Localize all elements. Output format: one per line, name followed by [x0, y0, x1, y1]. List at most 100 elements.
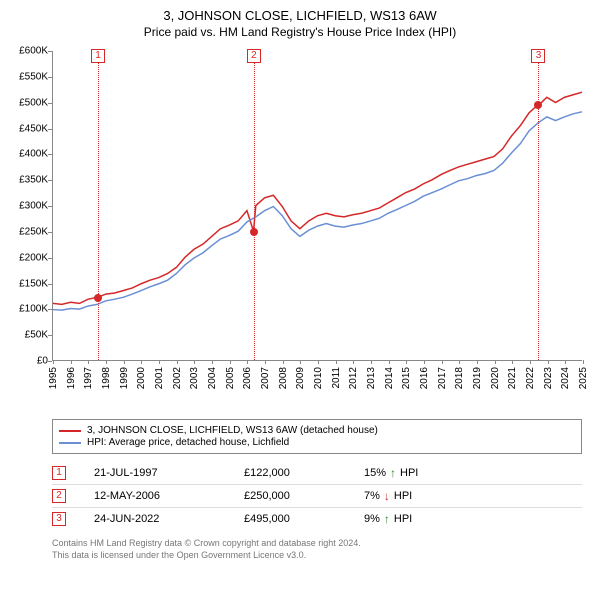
legend-row: HPI: Average price, detached house, Lich…	[59, 437, 575, 448]
line-series-svg	[53, 51, 582, 360]
legend-box: 3, JOHNSON CLOSE, LICHFIELD, WS13 6AW (d…	[52, 419, 582, 454]
event-row: 324-JUN-2022£495,0009%↑HPI	[52, 508, 582, 530]
x-tick	[583, 360, 584, 364]
y-axis-label: £600K	[10, 46, 48, 57]
x-tick	[88, 360, 89, 364]
event-price: £250,000	[244, 490, 364, 502]
x-tick	[194, 360, 195, 364]
footnote: Contains HM Land Registry data © Crown c…	[52, 538, 590, 561]
y-tick	[48, 258, 52, 259]
event-badge: 2	[52, 489, 66, 503]
x-tick	[424, 360, 425, 364]
event-point	[534, 101, 542, 109]
y-tick	[48, 51, 52, 52]
y-tick	[48, 77, 52, 78]
event-point	[94, 294, 102, 302]
footnote-line: Contains HM Land Registry data © Crown c…	[52, 538, 590, 550]
event-row: 2 12-MAY-2006£250,0007% ↓ HPI	[52, 485, 582, 508]
event-diff: 7% ↓ HPI	[364, 489, 504, 503]
event-price: £495,000	[244, 513, 364, 525]
arrow-up-icon: ↑	[384, 512, 390, 526]
x-tick	[230, 360, 231, 364]
event-line	[538, 51, 539, 360]
y-tick	[48, 284, 52, 285]
x-tick	[389, 360, 390, 364]
x-tick	[336, 360, 337, 364]
event-date: 24-JUN-2022	[94, 513, 244, 525]
y-tick	[48, 129, 52, 130]
event-diff-pct: 15%	[364, 467, 386, 479]
y-tick	[48, 335, 52, 336]
event-diff-label: HPI	[400, 467, 418, 479]
chart-title: 3, JOHNSON CLOSE, LICHFIELD, WS13 6AW	[10, 8, 590, 23]
x-tick	[477, 360, 478, 364]
x-tick	[495, 360, 496, 364]
y-tick	[48, 361, 52, 362]
footnote-line: This data is licensed under the Open Gov…	[52, 550, 590, 562]
y-axis-label: £0	[10, 356, 48, 367]
x-tick	[300, 360, 301, 364]
event-badge: 3	[52, 512, 66, 526]
x-tick	[283, 360, 284, 364]
event-diff-label: HPI	[394, 490, 412, 502]
x-tick	[159, 360, 160, 364]
x-tick	[212, 360, 213, 364]
x-tick	[124, 360, 125, 364]
event-badge: 3	[531, 49, 545, 63]
plot-area: 1 2 3	[52, 51, 582, 361]
y-tick	[48, 232, 52, 233]
x-tick	[548, 360, 549, 364]
event-diff-label: HPI	[394, 513, 412, 525]
y-tick	[48, 180, 52, 181]
x-tick	[371, 360, 372, 364]
x-tick	[406, 360, 407, 364]
x-tick	[565, 360, 566, 364]
x-axis-label: 2025	[578, 367, 600, 389]
x-tick	[106, 360, 107, 364]
y-tick	[48, 206, 52, 207]
title-block: 3, JOHNSON CLOSE, LICHFIELD, WS13 6AW Pr…	[10, 8, 590, 39]
y-axis-label: £450K	[10, 123, 48, 134]
event-diff-pct: 7%	[364, 490, 380, 502]
x-tick	[141, 360, 142, 364]
x-tick	[265, 360, 266, 364]
x-tick	[530, 360, 531, 364]
arrow-down-icon: ↓	[384, 489, 390, 503]
legend-row: 3, JOHNSON CLOSE, LICHFIELD, WS13 6AW (d…	[59, 425, 575, 436]
y-tick	[48, 154, 52, 155]
chart-subtitle: Price paid vs. HM Land Registry's House …	[10, 25, 590, 39]
y-axis-label: £300K	[10, 201, 48, 212]
x-tick	[512, 360, 513, 364]
y-tick	[48, 309, 52, 310]
y-axis-label: £500K	[10, 97, 48, 108]
event-badge: 1	[52, 466, 66, 480]
y-axis-label: £100K	[10, 304, 48, 315]
event-line	[98, 51, 99, 360]
series-line	[53, 112, 582, 310]
chart-area: 123 £0£50K£100K£150K£200K£250K£300K£350K…	[10, 45, 590, 415]
legend-swatch	[59, 442, 81, 444]
event-diff: 15% ↑ HPI	[364, 466, 504, 480]
y-axis-label: £150K	[10, 278, 48, 289]
x-tick	[247, 360, 248, 364]
x-tick	[71, 360, 72, 364]
event-date: 12-MAY-2006	[94, 490, 244, 502]
event-diff: 9%↑HPI	[364, 512, 504, 526]
event-badge: 1	[91, 49, 105, 63]
y-axis-label: £50K	[10, 330, 48, 341]
legend-label: HPI: Average price, detached house, Lich…	[87, 437, 289, 448]
event-row: 121-JUL-1997£122,00015%↑HPI	[52, 462, 582, 485]
event-badge: 2	[247, 49, 261, 63]
x-tick	[177, 360, 178, 364]
event-line	[254, 51, 255, 360]
y-axis-label: £250K	[10, 226, 48, 237]
chart-container: 3, JOHNSON CLOSE, LICHFIELD, WS13 6AW Pr…	[0, 0, 600, 590]
legend-swatch	[59, 430, 81, 432]
event-table: 121-JUL-1997£122,00015%↑HPI212-MAY-2006£…	[52, 462, 582, 530]
arrow-up-icon: ↑	[390, 466, 396, 480]
x-tick	[353, 360, 354, 364]
x-tick	[459, 360, 460, 364]
y-axis-label: £550K	[10, 71, 48, 82]
x-tick	[442, 360, 443, 364]
x-tick	[53, 360, 54, 364]
